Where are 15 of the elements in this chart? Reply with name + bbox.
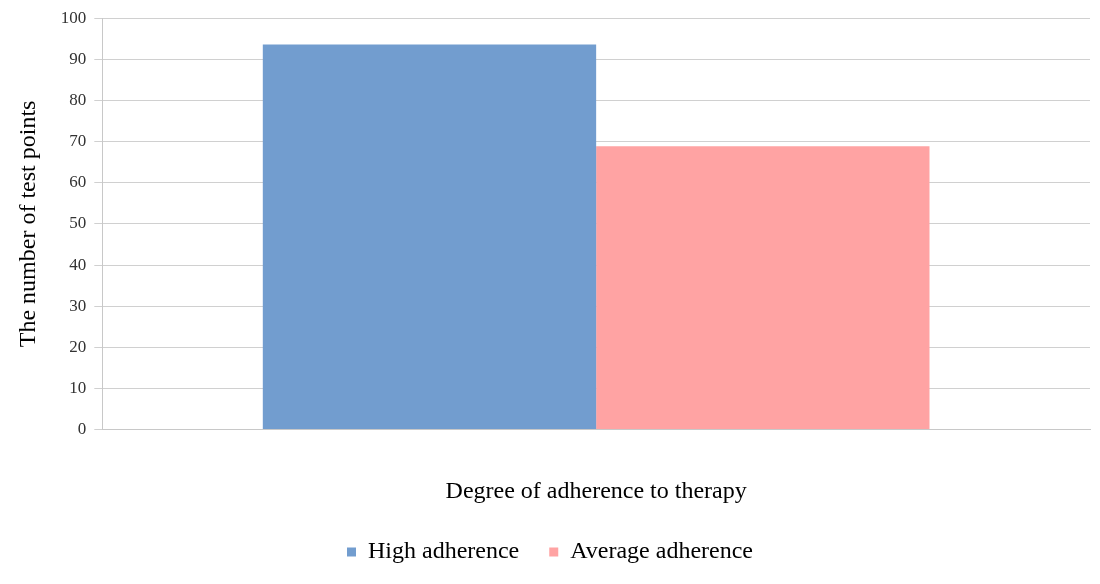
legend-label: Average adherence xyxy=(570,537,754,564)
x-axis-title: Degree of adherence to therapy xyxy=(445,476,747,503)
y-tick-label: 100 xyxy=(60,7,87,27)
y-tick-label: 0 xyxy=(77,419,87,439)
y-tick-label: 20 xyxy=(69,336,87,356)
y-tick-label: 10 xyxy=(69,377,87,397)
y-tick-label: 40 xyxy=(69,254,87,274)
y-tick-label: 70 xyxy=(69,131,87,151)
y-tick-label: 50 xyxy=(69,213,87,233)
y-tick-label: 80 xyxy=(69,89,87,109)
y-axis-title: The number of test points xyxy=(13,100,40,348)
legend-label: High adherence xyxy=(368,537,520,564)
y-tick-label: 90 xyxy=(69,48,87,68)
y-tick-label: 60 xyxy=(69,172,87,192)
y-tick-label: 30 xyxy=(69,295,87,315)
